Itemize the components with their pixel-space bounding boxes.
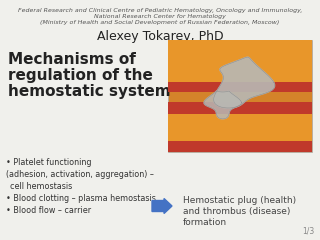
Text: • Blood clotting – plasma hemostasis: • Blood clotting – plasma hemostasis <box>6 194 156 203</box>
Bar <box>168 40 312 83</box>
Bar <box>168 40 312 152</box>
Text: Federal Research and Clinical Centre of Pediatric Hematology, Oncology and Immun: Federal Research and Clinical Centre of … <box>18 8 302 13</box>
Text: Hemostatic plug (health): Hemostatic plug (health) <box>183 196 296 205</box>
Text: (Ministry of Health and Social Development of Russian Federation, Moscow): (Ministry of Health and Social Developme… <box>40 20 280 25</box>
Text: 1/3: 1/3 <box>302 227 314 236</box>
Bar <box>168 82 312 91</box>
Text: and thrombus (disease): and thrombus (disease) <box>183 207 290 216</box>
Text: (adhesion, activation, aggregation) –: (adhesion, activation, aggregation) – <box>6 170 154 179</box>
Polygon shape <box>204 91 242 119</box>
Bar <box>168 102 312 114</box>
Text: cell hemostasis: cell hemostasis <box>10 182 72 191</box>
FancyArrow shape <box>152 198 172 214</box>
Text: • Platelet functioning: • Platelet functioning <box>6 158 92 167</box>
Text: National Research Center for Hematology: National Research Center for Hematology <box>94 14 226 19</box>
Polygon shape <box>214 57 275 108</box>
Text: regulation of the: regulation of the <box>8 68 153 83</box>
Text: • Blood flow – carrier: • Blood flow – carrier <box>6 206 91 215</box>
Bar <box>168 114 312 141</box>
Text: Alexey Tokarev, PhD: Alexey Tokarev, PhD <box>97 30 223 43</box>
Text: formation: formation <box>183 218 227 227</box>
Bar <box>168 141 312 152</box>
Text: Mechanisms of: Mechanisms of <box>8 52 136 67</box>
Text: hemostatic system: hemostatic system <box>8 84 171 99</box>
